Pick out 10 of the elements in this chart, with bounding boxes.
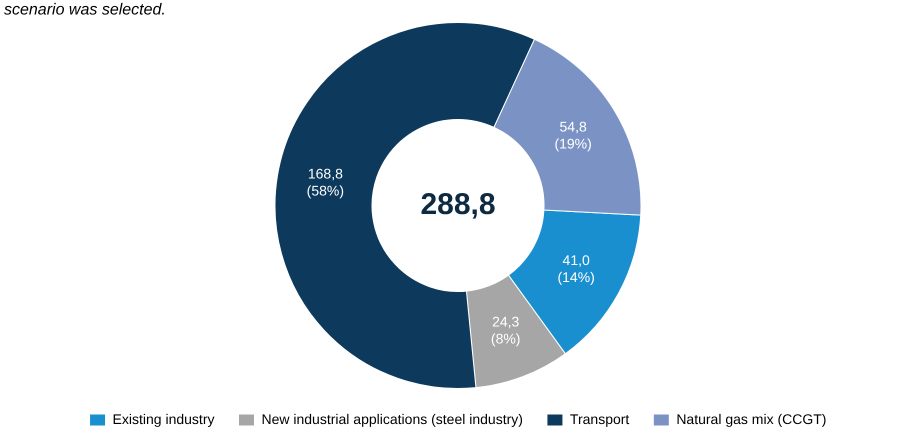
text: 288,8 xyxy=(420,188,496,221)
data-label: 24,3 (8%) xyxy=(490,314,520,347)
legend-label: Natural gas mix (CCGT) xyxy=(676,410,826,427)
text: scenario was selected. xyxy=(4,1,166,18)
legend-label: Transport xyxy=(570,410,630,427)
data-label: 168,8 (58%) xyxy=(306,166,344,199)
data-label: 41,0 (14%) xyxy=(557,252,595,286)
legend-label: New industrial applications (steel industry) xyxy=(261,410,523,427)
data-label: 54,8 (19%) xyxy=(554,118,592,152)
legend-label: Existing industry xyxy=(112,410,214,427)
